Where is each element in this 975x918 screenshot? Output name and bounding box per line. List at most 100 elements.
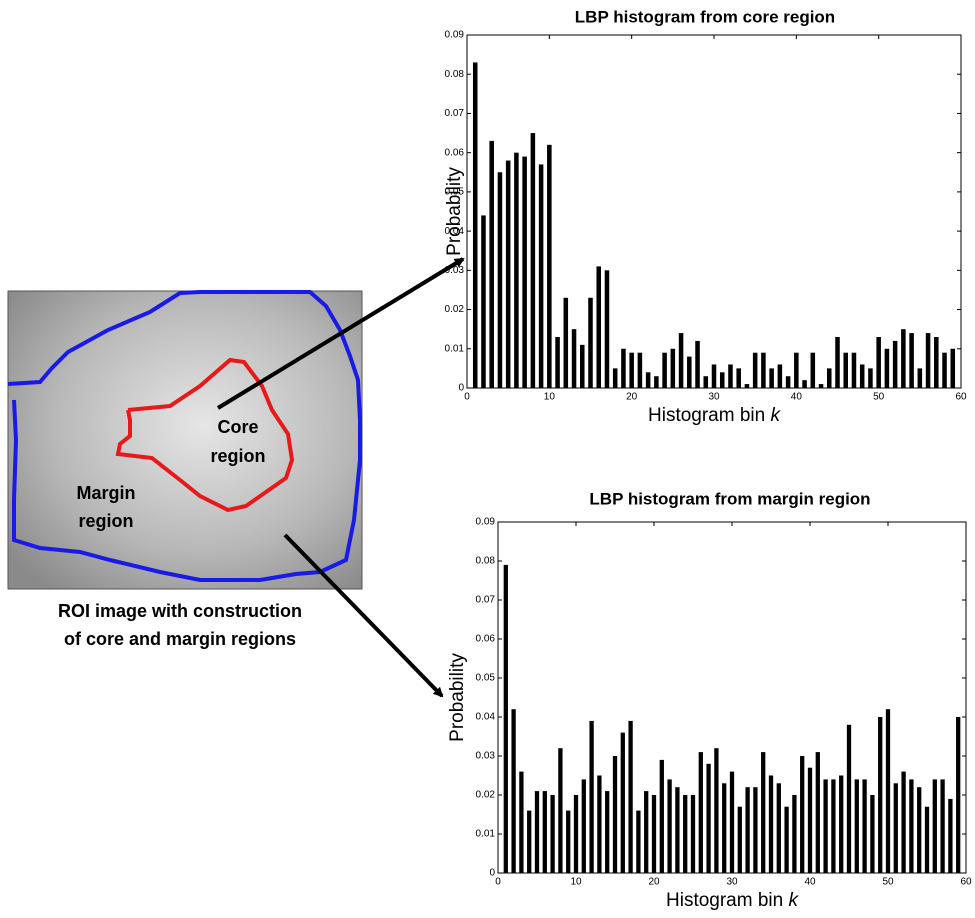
bar	[498, 172, 503, 388]
page: {"chart_data": [ {"type": "bar", "title"…	[0, 0, 975, 918]
arrow	[285, 535, 442, 696]
bar	[511, 709, 515, 873]
x-tick-label: 0	[495, 877, 501, 888]
x-axis-label-var: k	[789, 890, 800, 911]
bar	[675, 787, 679, 873]
bar	[730, 772, 734, 873]
bar	[827, 368, 832, 388]
bar	[761, 752, 765, 873]
bar	[652, 795, 656, 873]
bar	[539, 164, 544, 388]
bar	[800, 756, 804, 873]
bar	[909, 779, 913, 873]
bar	[628, 721, 632, 873]
x-axis-label-text: Histogram bin	[666, 890, 783, 911]
bar	[481, 215, 486, 388]
bar	[942, 353, 947, 388]
bar	[504, 565, 508, 873]
bar	[745, 384, 750, 388]
x-tick-label: 10	[544, 392, 556, 403]
margin-label: Margin	[76, 483, 135, 503]
bar	[695, 341, 700, 388]
x-axis-label-var: k	[771, 405, 782, 426]
bar	[629, 353, 634, 388]
bar	[722, 783, 726, 873]
bar	[823, 779, 827, 873]
y-axis-label: Probability	[447, 653, 468, 742]
bar	[894, 783, 898, 873]
bar	[940, 779, 944, 873]
bar	[588, 298, 593, 388]
bar	[728, 364, 733, 388]
bar	[885, 349, 890, 388]
bar	[531, 133, 536, 388]
figure: Core region Margin region ROI image with…	[0, 0, 975, 918]
bar	[934, 337, 939, 388]
bar	[868, 368, 873, 388]
y-tick-label: 0.01	[445, 343, 465, 354]
bar	[778, 364, 783, 388]
bar	[839, 776, 843, 874]
bar	[644, 791, 648, 873]
x-tick-label: 60	[960, 877, 972, 888]
caption: of core and margin regions	[64, 629, 296, 649]
bar	[852, 353, 857, 388]
bar	[543, 791, 547, 873]
bar	[636, 811, 640, 873]
x-tick-label: 40	[804, 877, 816, 888]
chart: LBP histogram from core region00.010.020…	[444, 7, 967, 426]
bar	[671, 349, 676, 388]
core-label: region	[210, 446, 265, 466]
bar	[582, 779, 586, 873]
y-tick-label: 0.01	[476, 829, 496, 840]
margin-label: region	[78, 511, 133, 531]
bar	[769, 368, 774, 388]
caption: ROI image with construction	[58, 601, 302, 621]
bar	[580, 345, 585, 388]
bar	[878, 717, 882, 873]
bar	[745, 787, 749, 873]
bar	[566, 811, 570, 873]
roi-image: Core region Margin region	[8, 291, 362, 589]
bar	[564, 298, 569, 388]
bar	[683, 795, 687, 873]
bar	[714, 748, 718, 873]
bar	[522, 157, 527, 388]
bar	[514, 153, 519, 388]
bar	[769, 776, 773, 874]
bar	[901, 329, 906, 388]
bar	[574, 795, 578, 873]
bar	[527, 811, 531, 873]
y-tick-label: 0.09	[445, 30, 465, 41]
bar	[948, 799, 952, 873]
x-tick-label: 20	[626, 392, 638, 403]
bar	[621, 733, 625, 873]
bar	[843, 353, 848, 388]
bar	[704, 376, 709, 388]
bar	[901, 772, 905, 873]
y-tick-label: 0.02	[445, 304, 465, 315]
y-tick-label: 0.03	[476, 751, 496, 762]
bar	[605, 791, 609, 873]
bar	[667, 779, 671, 873]
y-tick-label: 0.05	[476, 673, 496, 684]
bar	[589, 721, 593, 873]
y-tick-label: 0.08	[476, 556, 496, 567]
chart-title: LBP histogram from margin region	[589, 489, 870, 508]
bar	[808, 768, 812, 873]
bar	[613, 368, 618, 388]
y-tick-label: 0.08	[445, 69, 465, 80]
bar	[886, 709, 890, 873]
bar	[646, 372, 651, 388]
x-tick-label: 60	[955, 392, 967, 403]
bar	[933, 779, 937, 873]
bar	[555, 337, 560, 388]
x-tick-label: 40	[791, 392, 803, 403]
bar	[473, 62, 478, 388]
bar	[535, 791, 539, 873]
chart-title: LBP histogram from core region	[575, 7, 835, 26]
bar	[613, 756, 617, 873]
y-tick-label: 0.04	[476, 712, 496, 723]
y-tick-label: 0.03	[445, 265, 465, 276]
bar	[917, 787, 921, 873]
